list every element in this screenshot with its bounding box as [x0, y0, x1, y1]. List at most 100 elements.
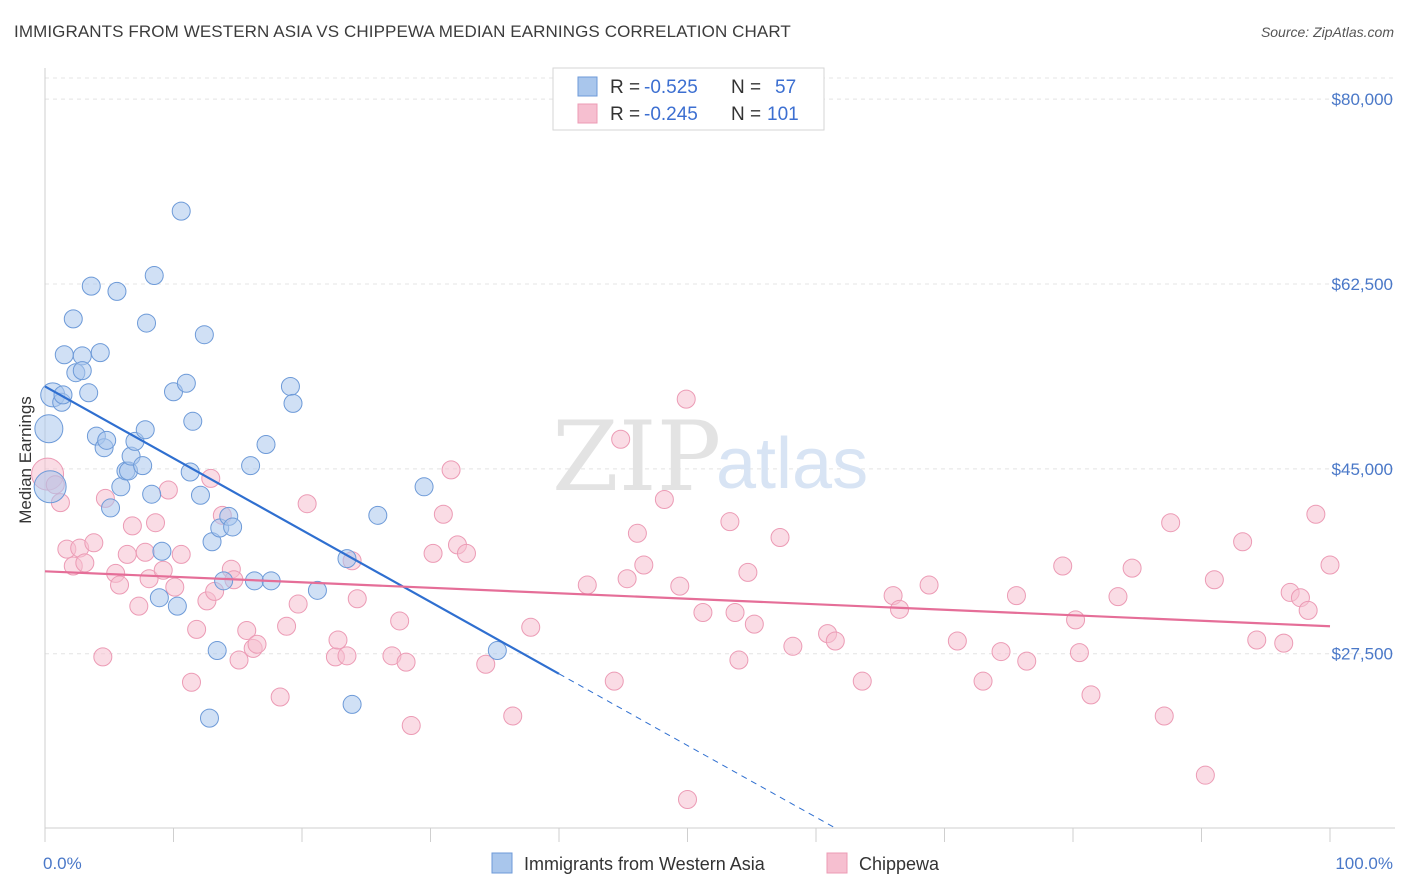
western-asia-point [199, 708, 219, 728]
chippewa-point [991, 642, 1011, 662]
chippewa-point [1053, 556, 1073, 576]
chippewa-point [521, 617, 541, 637]
chippewa-point [720, 512, 740, 532]
legend-r-value-2: -0.245 [644, 104, 698, 125]
chippewa-point [288, 594, 308, 614]
watermark-atlas: atlas [716, 424, 868, 504]
axes [44, 68, 1395, 842]
chippewa-point [122, 516, 142, 536]
chippewa-point [693, 603, 713, 623]
chippewa-point [852, 671, 872, 691]
chippewa-point [725, 603, 745, 623]
western-asia-point [167, 596, 187, 616]
western-asia-point [107, 281, 127, 301]
chippewa-point [611, 429, 631, 449]
chippewa-point [171, 544, 191, 564]
chippewa-point [617, 569, 637, 589]
chippewa-point [328, 630, 348, 650]
chippewa-point [947, 631, 967, 651]
gridlines [45, 77, 1395, 655]
source-label: Source: ZipAtlas.com [1260, 24, 1394, 40]
legend-n-label-2: N = [731, 104, 761, 125]
legend-box: R = -0.525 N = 57 R = -0.245 N = 101 [552, 67, 825, 131]
chippewa-point [153, 560, 173, 580]
chippewa-point [729, 650, 749, 670]
chippewa-point [237, 620, 257, 640]
western-asia-point [149, 588, 169, 608]
legend-r-value-1: -0.525 [644, 77, 698, 98]
chippewa-point [110, 575, 130, 595]
chippewa-point [1066, 610, 1086, 630]
watermark-zip: ZIP [552, 401, 721, 513]
legend-r-label-1: R = [610, 77, 640, 98]
chippewa-point [84, 533, 104, 553]
chippewa-point [441, 460, 461, 480]
chippewa-point [158, 480, 178, 500]
trend-lines [44, 385, 1331, 829]
western-asia-point [207, 641, 227, 661]
legend-r-label-2: R = [610, 104, 640, 125]
chippewa-point [423, 543, 443, 563]
chippewa-point [1069, 643, 1089, 663]
chippewa-point [247, 634, 267, 654]
chippewa-point [634, 555, 654, 575]
chart-title: IMMIGRANTS FROM WESTERN ASIA VS CHIPPEWA… [14, 22, 791, 41]
y-tick-label: $45,000 [1332, 460, 1393, 479]
chippewa-point [973, 671, 993, 691]
chippewa-point [1195, 765, 1215, 785]
chippewa-point [476, 654, 496, 674]
western-asia-point [34, 414, 64, 444]
western-asia-point [111, 477, 131, 497]
y-tick-label: $80,000 [1332, 90, 1393, 109]
legend-n-value-2: 101 [767, 104, 799, 125]
chippewa-point [165, 577, 185, 597]
western-asia-point [72, 361, 92, 381]
chippewa-point [433, 504, 453, 524]
chippewa-point [1122, 558, 1142, 578]
chippewa-point [129, 596, 149, 616]
trend-line-chippewa [44, 570, 1331, 628]
tick-labels: $27,500 $45,000 $62,500 $80,000 0.0% 100.0% [43, 90, 1393, 873]
chippewa-point [117, 544, 137, 564]
western-asia-point [280, 376, 300, 396]
chippewa-point [577, 575, 597, 595]
chippewa-point [1108, 587, 1128, 607]
chippewa-point [1154, 706, 1174, 726]
chippewa-point [825, 631, 845, 651]
chippewa-point [187, 619, 207, 639]
western-asia-point [368, 505, 388, 525]
chippewa-point [1081, 685, 1101, 705]
chippewa-point [738, 562, 758, 582]
western-asia-point [337, 549, 357, 569]
chippewa-point [1247, 630, 1267, 650]
western-asia-point [241, 456, 261, 476]
y-tick-label: $62,500 [1332, 275, 1393, 294]
western-asia-point [487, 641, 507, 661]
bottom-legend-label-2: Chippewa [859, 854, 940, 874]
western-asia-point [171, 201, 191, 221]
watermark: ZIP atlas [552, 401, 868, 513]
chippewa-point [396, 652, 416, 672]
y-tick-label: $27,500 [1332, 645, 1393, 664]
chippewa-point [1306, 504, 1326, 524]
chippewa-point [1006, 586, 1026, 606]
chippewa-point [1298, 600, 1318, 620]
chippewa-point [270, 687, 290, 707]
bottom-legend-swatch-blue [491, 852, 513, 874]
chippewa-point [347, 589, 367, 609]
bottom-legend-label-1: Immigrants from Western Asia [524, 854, 766, 874]
chippewa-point [503, 706, 523, 726]
bottom-legend: Immigrants from Western Asia Chippewa [491, 852, 940, 874]
chippewa-point [93, 647, 113, 667]
bottom-legend-swatch-pink [826, 852, 848, 874]
trend-line-western-asia [44, 385, 560, 675]
chippewa-point [919, 575, 939, 595]
western-asia-point [152, 541, 172, 561]
chippewa-point [75, 553, 95, 573]
chippewa-point [390, 611, 410, 631]
western-asia-point [176, 373, 196, 393]
chippewa-point [277, 616, 297, 636]
chippewa-point [676, 389, 696, 409]
western-asia-point [342, 694, 362, 714]
